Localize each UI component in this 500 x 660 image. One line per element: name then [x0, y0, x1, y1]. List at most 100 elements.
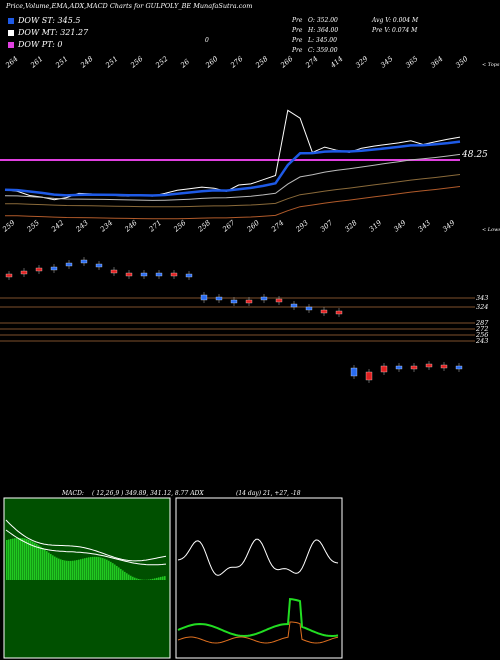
- ohlc-prefix: Pre: [292, 47, 303, 54]
- close-price-line: [4, 109, 461, 201]
- top-label: 251: [53, 55, 69, 70]
- zero-marker: 0: [205, 37, 209, 44]
- prev-volume: Pre V: 0.074 M: [372, 27, 417, 34]
- top-label: 329: [354, 54, 370, 69]
- macd-bar: [58, 558, 60, 580]
- candle-body: [230, 299, 238, 304]
- macd-bar: [134, 577, 136, 580]
- candle-body: [455, 365, 463, 370]
- macd-bar: [108, 560, 110, 580]
- bottom-label: 343: [417, 218, 433, 233]
- macd-bar: [54, 556, 56, 580]
- macd-bar: [40, 546, 42, 580]
- legend-dow-st: DOW ST: 345.5: [8, 16, 80, 25]
- top-label: 276: [228, 54, 245, 70]
- macd-bar: [84, 558, 86, 580]
- adx-values: (14 day) 21, +27, -18: [236, 490, 301, 497]
- legend-dow-pt: DOW PT: 0: [8, 40, 63, 49]
- legend-dow-mt: DOW MT: 321.27: [8, 28, 88, 37]
- macd-bar: [150, 579, 152, 580]
- candle-body: [80, 259, 88, 264]
- bottom-label: 319: [368, 218, 384, 233]
- legend-swatch-icon: [8, 42, 14, 48]
- candle-body: [5, 273, 13, 278]
- macd-bar: [100, 557, 102, 580]
- bottom-label: 246: [123, 218, 140, 234]
- macd-bar: [126, 573, 128, 580]
- level-label: 48.25: [461, 150, 488, 160]
- candle-body: [245, 299, 253, 304]
- macd-bar: [46, 551, 48, 580]
- candle-body: [410, 365, 418, 370]
- bottom-label: 234: [98, 219, 114, 234]
- ema-line: [4, 153, 461, 201]
- bottom-label: 260: [245, 218, 262, 234]
- prev-volume-value: V: 0.074 M: [384, 27, 418, 34]
- top-label: 264: [3, 55, 19, 70]
- legend-dow-mt-label: DOW MT: 321.27: [18, 28, 89, 37]
- bottom-label: 243: [74, 218, 91, 234]
- macd-bar: [24, 538, 26, 580]
- macd-bar: [112, 563, 114, 580]
- macd-bar: [80, 559, 82, 580]
- macd-label: MACD:: [62, 490, 84, 497]
- bottom-label: 274: [269, 219, 285, 234]
- macd-bar: [122, 570, 124, 580]
- top-label: 261: [28, 55, 44, 70]
- macd-bar: [128, 574, 130, 580]
- macd-bar: [96, 556, 98, 580]
- ohlc-open-value: O: 352.00: [308, 17, 338, 24]
- top-label: 251: [103, 55, 119, 70]
- bottom-label: 307: [319, 218, 335, 233]
- candle-body: [20, 270, 28, 275]
- macd-bar: [156, 577, 158, 580]
- adx-line: [177, 538, 339, 576]
- price-axis-label: 243: [475, 337, 488, 345]
- price-axis-label: 272: [475, 325, 488, 333]
- candle-body: [275, 298, 283, 303]
- macd-bar: [158, 577, 160, 580]
- ohlc-close-value: C: 359.00: [308, 47, 338, 54]
- bottom-label: 258: [196, 218, 213, 234]
- macd-bar: [162, 576, 164, 580]
- candle-body: [395, 365, 403, 370]
- bottom-label: 242: [49, 218, 66, 234]
- macd-bar: [70, 560, 72, 580]
- bottom-label: 349: [392, 218, 408, 233]
- macd-bar: [92, 556, 94, 580]
- price-axis-label: 287: [475, 319, 489, 327]
- legend-dow-st-label: DOW ST: 345.5: [18, 16, 81, 25]
- candle-body: [125, 272, 133, 277]
- top-label: 248: [78, 54, 95, 70]
- bottom-label: 256: [171, 218, 188, 234]
- macd-bar: [82, 558, 84, 580]
- macd-bar: [18, 537, 20, 580]
- chart-title: Price,Volume,EMA,ADX,MACD Charts for GUL…: [6, 2, 253, 10]
- candle-body: [350, 367, 358, 377]
- candle-body: [290, 303, 298, 308]
- tops-label: < Tops: [482, 62, 500, 68]
- di-minus-line: [177, 621, 339, 644]
- candle-body: [170, 272, 178, 277]
- macd-bar: [132, 576, 134, 580]
- candle-body: [305, 306, 313, 311]
- candle-body: [200, 294, 208, 301]
- ohlc-prefix: Pre: [292, 37, 303, 44]
- bottom-label: 267: [220, 218, 237, 234]
- top-label: 258: [253, 54, 270, 70]
- top-label: 274: [303, 55, 319, 70]
- macd-bar: [72, 560, 74, 580]
- candle-body: [140, 272, 148, 277]
- macd-bar: [116, 565, 118, 580]
- macd-bar: [106, 559, 108, 580]
- bottom-label: 293: [294, 218, 311, 234]
- macd-bar: [12, 538, 14, 580]
- macd-bar: [26, 539, 28, 580]
- macd-bar: [120, 568, 122, 580]
- candle-body: [35, 267, 43, 272]
- candle-body: [50, 266, 58, 271]
- macd-bar: [136, 578, 138, 580]
- macd-bar: [110, 561, 112, 580]
- top-label: 266: [278, 54, 295, 70]
